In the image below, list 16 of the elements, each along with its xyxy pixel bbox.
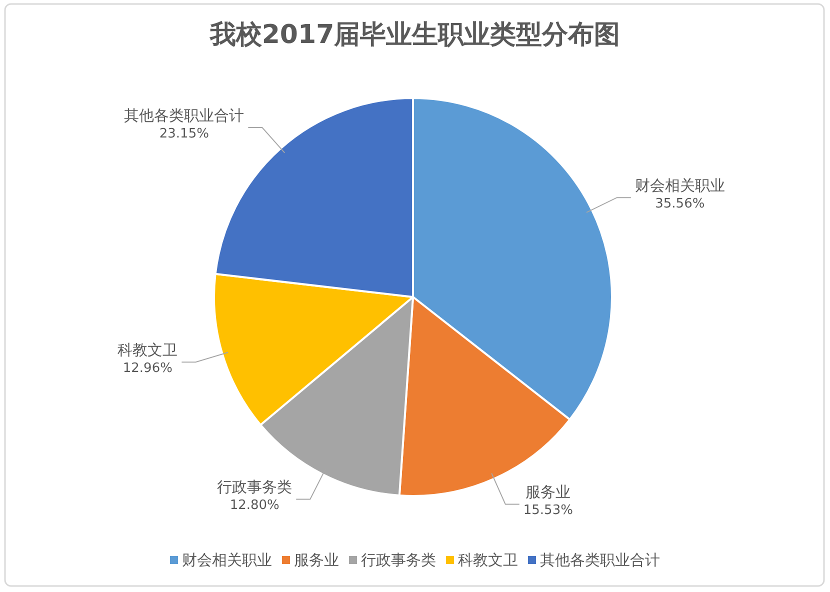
- legend-label: 服务业: [294, 551, 339, 569]
- data-label: 23.15%: [159, 126, 209, 142]
- legend-label: 行政事务类: [361, 551, 436, 569]
- slice-label: 其他各类职业合计: [124, 106, 244, 125]
- slice-label: 财会相关职业: [634, 176, 725, 195]
- legend-label: 其他各类职业合计: [540, 551, 660, 569]
- legend-label: 科教文卫: [458, 551, 518, 569]
- data-label: 12.96%: [122, 361, 172, 376]
- legend-label: 财会相关职业: [182, 551, 272, 569]
- data-label: 15.53%: [523, 503, 573, 518]
- chart-title: 我校2017届毕业生职业类型分布图: [208, 20, 620, 50]
- slice-label: 科教文卫: [118, 341, 178, 360]
- data-label: 35.56%: [655, 196, 705, 212]
- data-label: 12.80%: [230, 498, 280, 514]
- slice-label: 行政事务类: [217, 478, 292, 496]
- slice-label: 服务业: [526, 483, 571, 502]
